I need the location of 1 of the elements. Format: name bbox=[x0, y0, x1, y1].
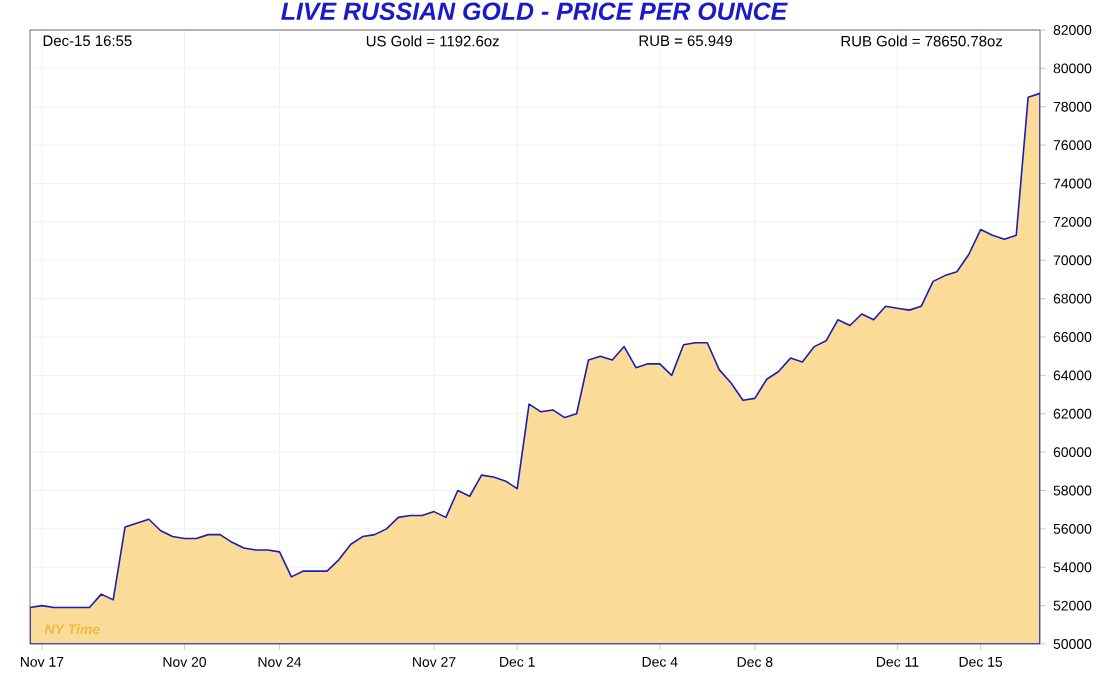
chart-title: LIVE RUSSIAN GOLD - PRICE PER OUNCE bbox=[281, 2, 788, 21]
